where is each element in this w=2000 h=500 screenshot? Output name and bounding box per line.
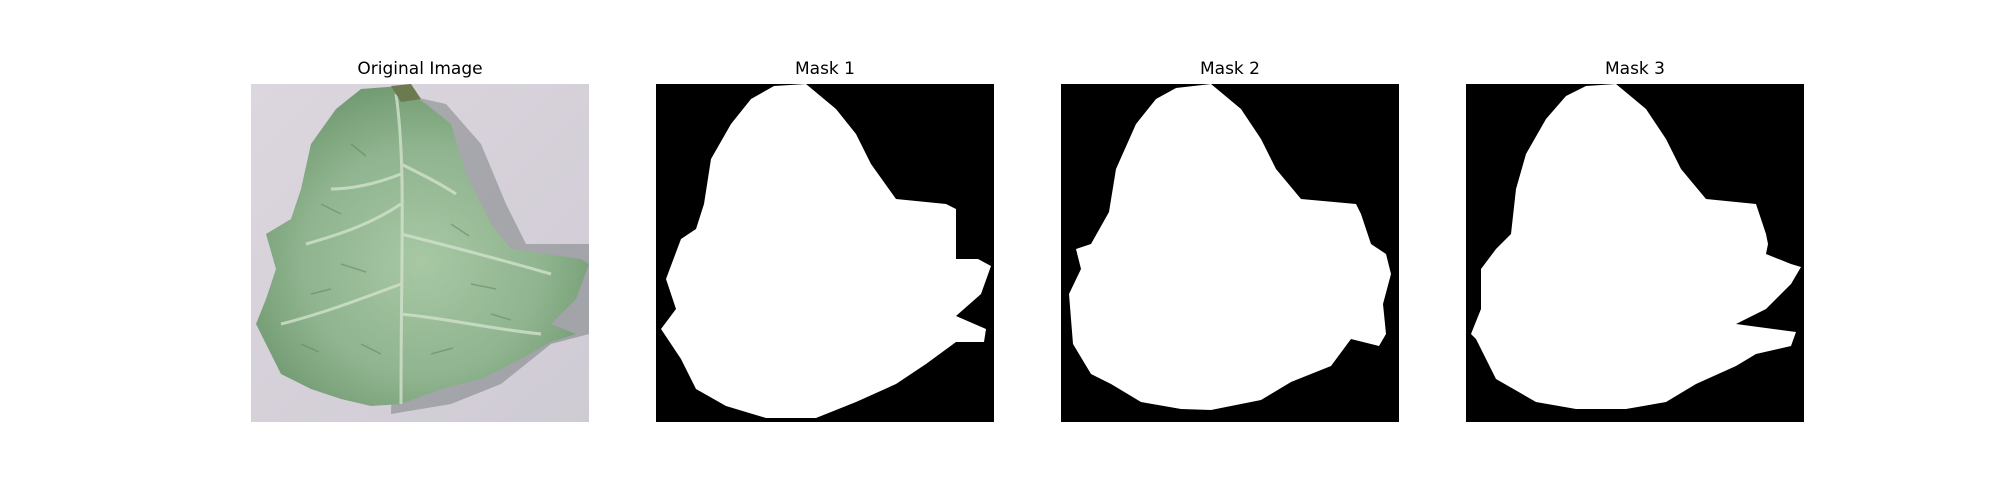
mask-foreground [1471,84,1801,409]
mask-3 [1466,84,1804,422]
mask-speck [1541,234,1549,237]
mask-foreground [661,84,991,418]
mask-2 [1061,84,1399,422]
panel-title-mask-1: Mask 1 [794,59,855,79]
leaf [256,86,589,406]
leaf-veins [280,93,552,405]
mask-speck [1198,156,1202,160]
mask-3-image [1466,84,1804,422]
panel-title-mask-3: Mask 3 [1604,59,1665,79]
original-image [251,84,589,422]
leaf-texture [300,143,512,355]
panel-title-original: Original Image [357,59,483,79]
panel-title-mask-2: Mask 2 [1199,59,1260,79]
mask-1-image [656,84,994,422]
leaf-photo [251,84,589,422]
mask-foreground [1069,84,1391,410]
mask-1 [656,84,994,422]
leaf-stem [391,84,421,102]
mask-2-image [1061,84,1399,422]
